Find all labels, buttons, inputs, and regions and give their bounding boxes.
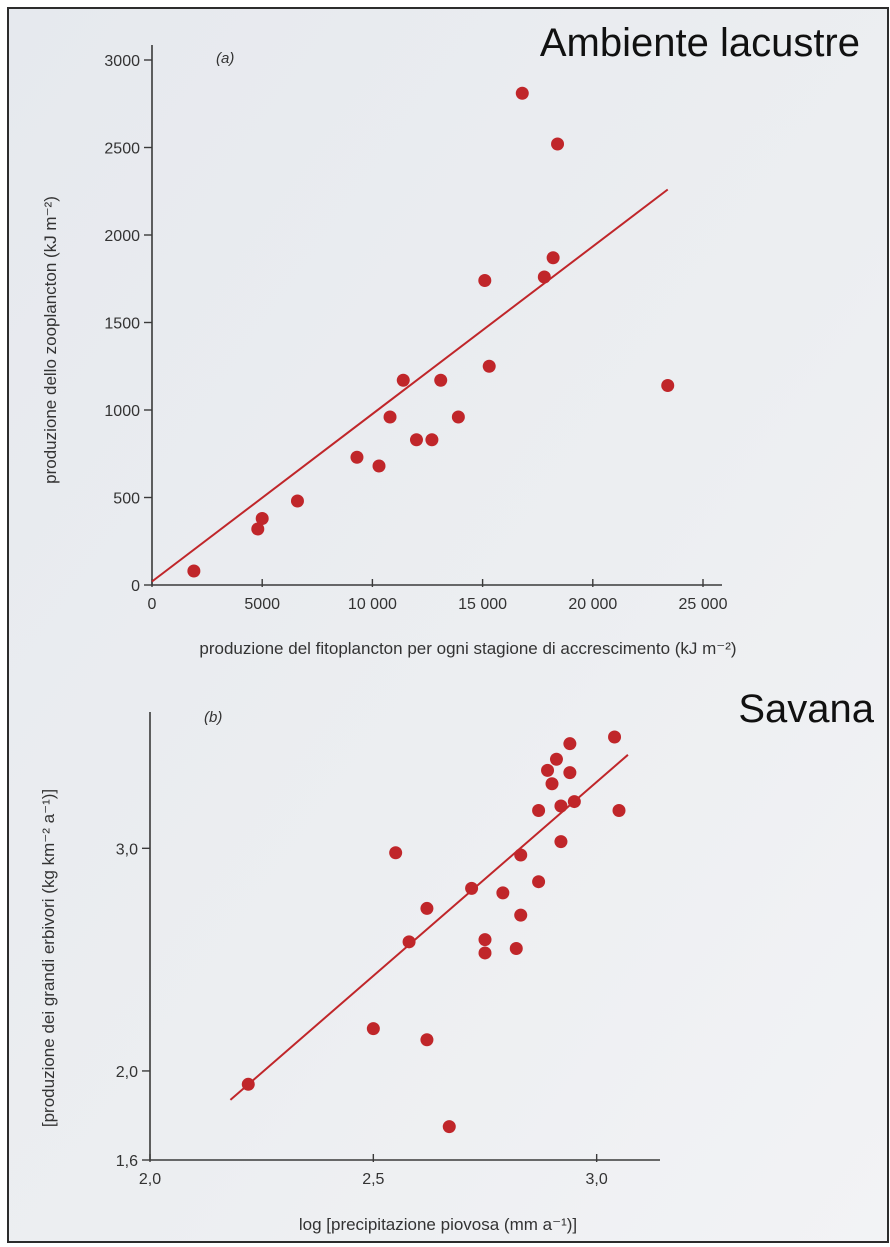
savanna-x-tick-label: 2,0	[139, 1171, 161, 1188]
lake-y-tick-label: 2500	[104, 141, 140, 158]
lake-data-point	[255, 512, 269, 525]
lake-y-tick-label: 2000	[104, 228, 140, 245]
savanna-data-point	[366, 1022, 380, 1036]
savanna-data-point	[608, 730, 622, 744]
savanna-panel: (b) Savana log [precipitazione piovosa (…	[39, 687, 875, 1234]
lake-data-point	[383, 410, 397, 424]
lake-data-point	[434, 373, 448, 387]
lake-y-axis-label: produzione dello zooplancton (kJ m⁻²)	[41, 196, 60, 484]
lake-x-tick-label: 0	[148, 596, 157, 613]
lake-panel-label: (a)	[216, 50, 234, 67]
lake-y-tick-label: 1000	[104, 403, 140, 420]
lake-x-tick-label: 15 000	[458, 596, 507, 613]
lake-data-point	[478, 274, 492, 287]
savanna-x-tick-label: 2,5	[362, 1171, 384, 1188]
lake-y-tick-label: 500	[113, 491, 140, 508]
savanna-data-point	[514, 908, 528, 922]
savanna-data-point	[563, 737, 577, 751]
lake-x-axis-label: produzione del fitoplancton per ogni sta…	[199, 639, 736, 658]
lake-x-tick-label: 10 000	[348, 596, 397, 613]
lake-data-point	[396, 373, 410, 387]
savanna-data-point	[545, 777, 559, 791]
lake-data-point	[515, 86, 529, 100]
lake-data-point	[350, 450, 364, 464]
savanna-x-axis-label: log [precipitazione piovosa (mm a⁻¹)]	[299, 1215, 577, 1234]
lake-data-point	[546, 251, 560, 265]
lake-x-tick-label: 20 000	[568, 596, 617, 613]
lake-data-point	[372, 459, 386, 473]
savanna-data-point	[612, 803, 626, 817]
savanna-data-point	[563, 766, 577, 780]
savanna-data-point	[478, 933, 492, 947]
savanna-data-point	[420, 901, 434, 915]
lake-data-point	[661, 379, 675, 392]
savanna-data-point	[567, 795, 581, 809]
lake-annotation: Ambiente lacustre	[540, 21, 860, 65]
savanna-data-point	[509, 942, 523, 955]
photo-paper	[7, 7, 889, 1243]
lake-data-point	[451, 410, 465, 424]
lake-panel: (a) Ambiente lacustre produzione del fit…	[41, 21, 860, 658]
savanna-x-tick-label: 3,0	[586, 1171, 608, 1188]
lake-data-point	[482, 359, 496, 373]
savanna-data-point	[389, 846, 403, 860]
savanna-panel-label: (b)	[204, 709, 222, 726]
savanna-data-point	[554, 799, 568, 813]
savanna-data-point	[541, 763, 555, 777]
savanna-annotation: Savana	[738, 687, 874, 731]
savanna-data-point	[554, 835, 568, 849]
lake-x-tick-label: 25 000	[679, 596, 728, 613]
lake-y-tick-label: 0	[131, 578, 140, 595]
lake-data-point	[187, 564, 201, 578]
lake-data-point	[551, 137, 565, 151]
savanna-data-point	[465, 881, 479, 895]
lake-x-tick-label: 5000	[244, 596, 280, 613]
savanna-y-tick-label: 3,0	[116, 841, 138, 858]
savanna-data-point	[496, 886, 510, 900]
savanna-data-point	[241, 1077, 255, 1091]
lake-data-point	[409, 433, 423, 447]
savanna-y-axis-label: [produzione dei grandi erbivori (kg km⁻²…	[39, 789, 58, 1127]
savanna-data-point	[402, 935, 416, 949]
lake-y-tick-label: 1500	[104, 316, 140, 333]
savanna-y-tick-label: 1,6	[116, 1153, 138, 1170]
lake-data-point	[251, 522, 265, 536]
lake-data-point	[290, 494, 304, 508]
lake-data-point	[537, 270, 551, 284]
savanna-data-point	[442, 1120, 456, 1134]
lake-trend-line	[151, 188, 669, 583]
savanna-data-point	[514, 848, 528, 862]
savanna-data-point	[478, 946, 492, 960]
savanna-y-tick-label: 2,0	[116, 1064, 138, 1081]
savanna-data-point	[532, 803, 546, 817]
lake-y-tick-label: 3000	[104, 53, 140, 70]
lake-data-point	[425, 433, 439, 447]
savanna-data-point	[549, 752, 563, 766]
savanna-data-point	[420, 1033, 434, 1047]
savanna-data-point	[532, 875, 546, 889]
